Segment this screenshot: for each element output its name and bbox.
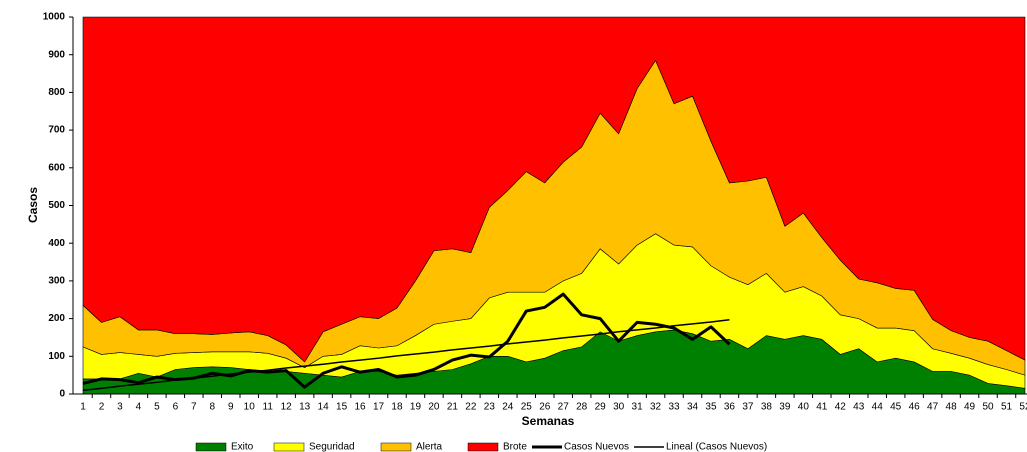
x-tick-label: 16: [354, 402, 366, 413]
x-tick-label: 43: [853, 402, 865, 413]
x-tick-label: 37: [742, 402, 754, 413]
line: [82, 318, 730, 391]
x-tick-label: 33: [668, 402, 680, 413]
legend-label: Alerta: [416, 442, 443, 452]
x-tick-label: 52: [1019, 402, 1027, 413]
x-tick-label: 4: [136, 402, 142, 413]
x-tick-label: 2: [99, 402, 105, 413]
x-tick-label: 13: [299, 402, 311, 413]
x-tick-label: 41: [816, 402, 828, 413]
x-tick-label: 23: [484, 402, 496, 413]
legend-label: Lineal (Casos Nuevos): [666, 442, 767, 452]
x-tick-label: 42: [835, 402, 847, 413]
y-tick-label: 500: [48, 200, 65, 211]
y-axis-label: Casos: [26, 187, 40, 223]
x-tick-label: 39: [779, 402, 791, 413]
y-tick-label: 800: [48, 87, 65, 98]
x-tick-label: 38: [761, 402, 773, 413]
y-tick-label: 700: [48, 125, 65, 136]
x-tick-label: 29: [595, 402, 607, 413]
x-tick-label: 22: [465, 402, 477, 413]
x-tick-label: 9: [228, 402, 234, 413]
x-tick-label: 34: [687, 402, 699, 413]
x-tick-label: 11: [263, 402, 274, 413]
area: [82, 16, 1026, 363]
y-tick-label: 400: [48, 238, 65, 249]
x-tick-label: 19: [410, 402, 422, 413]
x-tick-label: 25: [521, 402, 533, 413]
x-tick-label: 28: [576, 402, 588, 413]
x-axis-label: Semanas: [522, 414, 575, 428]
x-tick-label: 26: [539, 402, 551, 413]
x-tick-label: 44: [872, 402, 884, 413]
legend-label: Casos Nuevos: [564, 442, 629, 452]
y-tick-label: 600: [48, 162, 65, 173]
x-tick-label: 8: [210, 402, 216, 413]
x-tick-label: 18: [391, 402, 403, 413]
x-tick-label: 17: [373, 402, 385, 413]
y-tick-label: 300: [48, 276, 65, 287]
x-tick-label: 40: [798, 402, 810, 413]
x-tick-label: 10: [244, 402, 256, 413]
y-tick-label: 1000: [43, 12, 66, 23]
y-tick-label: 100: [48, 351, 65, 362]
x-tick-label: 21: [447, 402, 459, 413]
y-tick-label: 0: [59, 389, 65, 400]
legend-label: Exito: [231, 442, 254, 452]
x-tick-label: 50: [982, 402, 994, 413]
legend-swatch: [273, 442, 305, 452]
y-tick-label: 200: [48, 313, 65, 324]
x-tick-label: 1: [80, 402, 86, 413]
x-tick-label: 36: [724, 402, 736, 413]
x-tick-label: 27: [558, 402, 570, 413]
legend-swatch: [195, 442, 227, 452]
legend-swatch: [380, 442, 412, 452]
x-tick-label: 20: [428, 402, 440, 413]
x-tick-label: 35: [705, 402, 717, 413]
x-tick-label: 48: [946, 402, 958, 413]
x-tick-label: 5: [154, 402, 160, 413]
x-tick-label: 3: [117, 402, 123, 413]
x-tick-label: 6: [173, 402, 179, 413]
x-tick-label: 30: [613, 402, 625, 413]
x-tick-label: 7: [191, 402, 197, 413]
x-tick-label: 51: [1001, 402, 1013, 413]
legend-label: Brote: [503, 442, 527, 452]
x-tick-label: 14: [318, 402, 330, 413]
legend-swatch: [467, 442, 499, 452]
x-tick-label: 32: [650, 402, 662, 413]
legend-label: Seguridad: [309, 442, 355, 452]
x-tick-label: 24: [502, 402, 514, 413]
x-tick-label: 49: [964, 402, 976, 413]
x-tick-label: 47: [927, 402, 939, 413]
x-tick-label: 31: [632, 402, 644, 413]
y-tick-label: 900: [48, 49, 65, 60]
x-tick-label: 12: [281, 402, 293, 413]
x-tick-label: 46: [909, 402, 921, 413]
x-tick-label: 15: [336, 402, 348, 413]
x-tick-label: 45: [890, 402, 902, 413]
